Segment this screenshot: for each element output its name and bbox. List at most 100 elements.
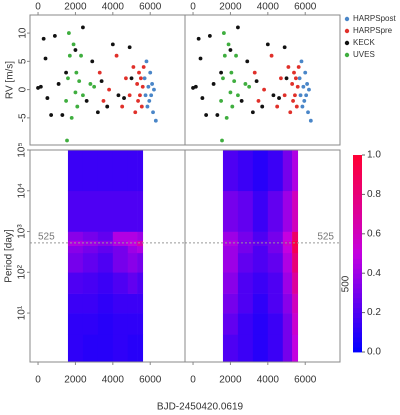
power-cell [222,245,239,254]
rv-point [282,93,287,98]
rv-point [137,70,141,75]
colorbar-step [353,258,362,264]
rv-point [97,70,102,75]
rv-point [265,42,270,47]
colorbar-step [353,297,362,304]
power-cell [127,252,138,273]
power-cell [112,231,129,241]
rv-point [139,104,144,109]
power-cell [112,240,129,246]
power-cell [137,293,144,314]
power-cell [267,313,284,335]
rv-point [141,65,146,69]
power-cell [112,334,129,363]
rv-point [60,113,65,117]
power-cell [137,240,144,246]
colorbar-step [353,312,362,318]
power-cell [292,231,299,241]
x-tick-label: 6000 [139,2,162,13]
panel-frame [29,14,186,146]
rv-point [250,110,255,115]
rv-point [75,104,80,109]
power-cell [112,245,129,254]
colorbar-step [353,159,362,166]
rv-point [293,93,297,98]
rv-point [292,70,296,75]
rv-point [228,90,233,95]
rv-point [110,42,115,47]
power-cell [127,313,138,335]
rv-point [286,65,291,69]
power-cell [252,334,269,363]
power-cell [282,252,293,273]
power-cell [237,313,254,335]
legend-label: KECK [353,38,375,47]
rv-point [101,99,106,103]
rv-point [124,76,128,81]
power-cell [222,313,239,335]
y-tick-label: 10⁵ [17,142,28,157]
rv-point [284,76,289,81]
rv-point [67,53,72,58]
legend-label: UVES [353,50,375,59]
power-cell [222,272,239,294]
colorbar-step [353,219,362,225]
rv-point [65,138,69,143]
colorbar-step [353,179,362,185]
power-cell [97,150,114,192]
power-cell [222,231,239,241]
power-cell [67,334,84,363]
power-cell [137,231,144,241]
rv-point [153,118,158,123]
rv-point [275,104,280,109]
rv-point [66,31,71,35]
power-cell [292,245,299,254]
power-cell [292,334,299,363]
legend-marker [344,28,350,34]
rv-point [143,93,148,98]
rv-point [127,93,132,98]
rv-point [232,79,237,84]
rv-point [304,93,309,98]
power-cell [137,245,144,254]
power-cell [237,334,254,363]
colorbar-step [353,317,362,323]
rv-point [149,93,154,98]
power-cell [292,240,299,246]
rv-point [243,82,248,86]
power-cell [282,293,293,314]
power-cell [137,150,144,192]
colorbar-step [353,164,362,171]
rv-point [224,115,229,120]
rv-point [239,99,244,103]
colorbar-step [353,233,362,240]
rv-point [90,59,95,64]
colorbar-label: 0.0 [367,347,381,358]
rv-point [219,70,223,75]
rv-point [295,84,300,89]
annotation-label: 525 [38,232,55,243]
rv-point [297,76,302,81]
colorbar-step [353,268,362,274]
colorbar-step [353,283,362,289]
rv-point [120,104,125,109]
colorbar-step [353,214,362,220]
power-cell [67,313,84,335]
rv-point [290,82,295,86]
rv-point [88,82,93,86]
power-cell [292,272,299,294]
power-cell [222,190,239,232]
rv-point [64,70,68,75]
panel-frame [184,14,341,146]
colorbar-step [353,189,362,195]
power-cell [82,293,99,314]
rv-point [142,76,147,81]
x-tick-label: 0 [190,2,196,13]
power-cell [137,190,144,232]
rv-point [245,59,250,64]
colorbar-step [353,302,362,309]
power-cell [82,334,99,363]
power-cell [282,190,293,232]
power-cell [67,150,84,192]
power-cell [127,245,138,254]
